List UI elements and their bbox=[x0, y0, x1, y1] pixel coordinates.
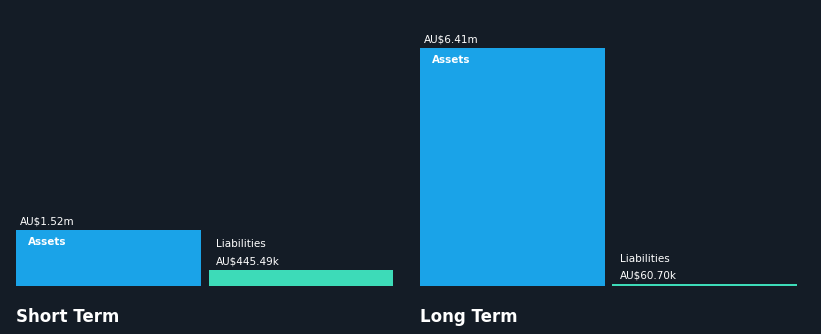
Text: Assets: Assets bbox=[28, 237, 67, 247]
Text: Assets: Assets bbox=[432, 55, 470, 65]
Text: AU$6.41m: AU$6.41m bbox=[424, 34, 479, 44]
Bar bbox=[16, 230, 201, 286]
Text: AU$60.70k: AU$60.70k bbox=[620, 271, 677, 281]
Text: Long Term: Long Term bbox=[420, 308, 518, 326]
Text: Liabilities: Liabilities bbox=[217, 239, 266, 249]
Text: AU$1.52m: AU$1.52m bbox=[21, 216, 75, 226]
Bar bbox=[420, 48, 604, 286]
Text: Short Term: Short Term bbox=[16, 308, 120, 326]
Text: AU$445.49k: AU$445.49k bbox=[217, 256, 280, 266]
Text: Liabilities: Liabilities bbox=[620, 254, 670, 264]
Bar bbox=[612, 284, 797, 286]
Bar bbox=[209, 270, 393, 286]
